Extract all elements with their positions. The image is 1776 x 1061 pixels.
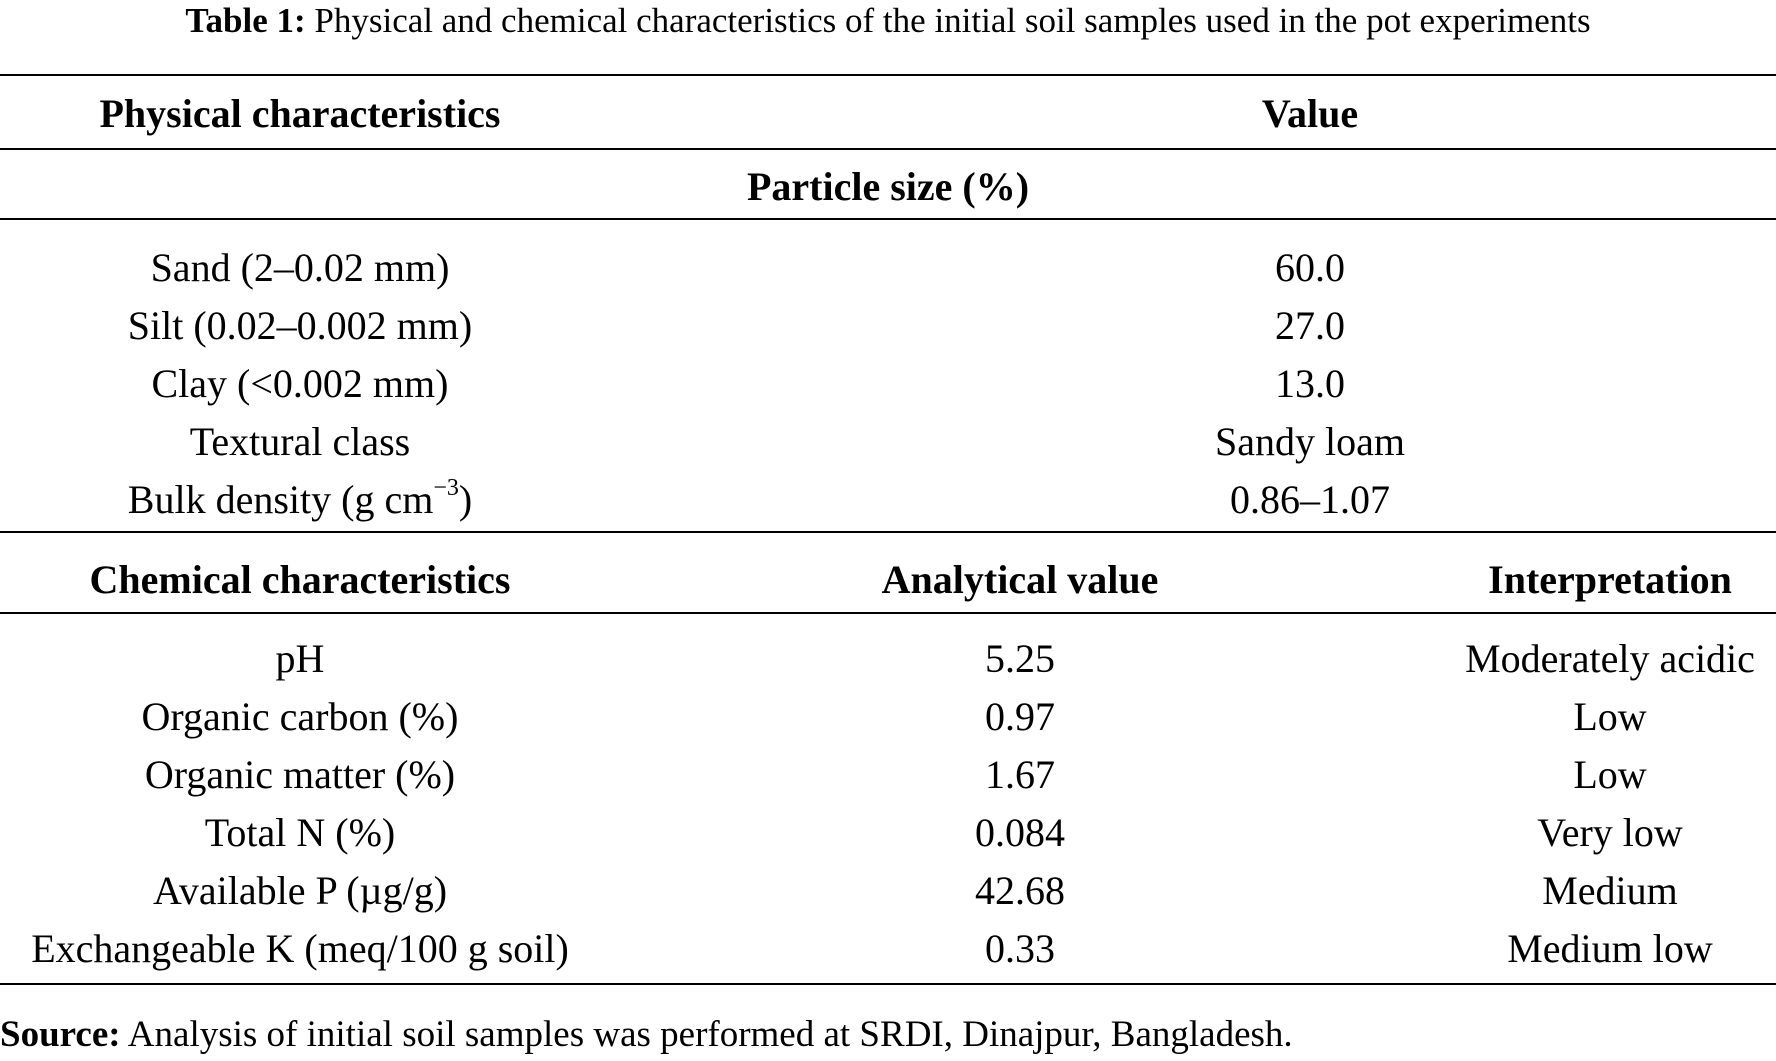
physical-row-value: 13.0 [1275,361,1345,406]
chemical-row-interpretation: Medium low [1507,926,1713,971]
chemical-row-value: 42.68 [975,868,1065,913]
chemical-header-characteristic: Chemical characteristics [89,557,511,602]
top-rule [0,74,1776,76]
chemical-row-name: pH [275,636,325,681]
physical-row-value: 0.86–1.07 [1230,477,1390,522]
physical-row-value: 60.0 [1275,245,1345,290]
physical-row-bulk-density: Bulk density (g cm−3) [0,475,600,525]
chemical-row-value: 0.33 [985,926,1055,971]
source-label: Source: [0,1014,121,1055]
chemical-row-value: 1.67 [985,752,1055,797]
chemical-row-name: Exchangeable K (meq/100 g soil) [31,926,569,971]
chemical-row-interpretation: Low [1573,752,1647,797]
physical-bottom-rule [0,531,1776,533]
physical-row-name: Silt (0.02–0.002 mm) [127,303,473,348]
caption-text: Physical and chemical characteristics of… [314,1,1591,40]
bulk-density-label: Bulk density (g cm [127,477,434,522]
source-note: Source: Analysis of initial soil samples… [0,1012,1293,1058]
physical-header-value: Value [1261,91,1359,136]
physical-row-name: Textural class [189,419,411,464]
physical-row-value: Sandy loam [1215,419,1405,464]
chemical-row-interpretation: Low [1573,694,1647,739]
physical-row-name: Sand (2–0.02 mm) [150,245,450,290]
section-rule [0,218,1776,220]
chemical-row-value: 0.97 [985,694,1055,739]
chemical-row-name: Organic carbon (%) [141,694,459,739]
physical-header-characteristic: Physical characteristics [99,91,501,136]
chemical-row-interpretation: Very low [1537,810,1683,855]
chemical-row-interpretation: Moderately acidic [1465,636,1755,681]
bottom-rule [0,983,1776,985]
chemical-header-rule [0,612,1776,614]
chemical-row-value: 0.084 [975,810,1065,855]
chemical-header-value: Analytical value [881,557,1159,602]
physical-row-name: Clay (<0.002 mm) [151,361,449,406]
chemical-row-name: Total N (%) [204,810,396,855]
bulk-density-exponent: −3 [433,475,459,501]
physical-row-value: 27.0 [1275,303,1345,348]
source-text: Analysis of initial soil samples was per… [127,1014,1293,1055]
particle-size-section: Particle size (%) [746,164,1030,209]
bulk-density-close: ) [458,477,473,522]
chemical-row-interpretation: Medium [1542,868,1678,913]
chemical-row-name: Organic matter (%) [144,752,456,797]
chemical-row-name: Available P (µg/g) [152,868,448,913]
table-caption: Table 1: Physical and chemical character… [0,0,1776,42]
chemical-header-interpretation: Interpretation [1488,557,1732,602]
caption-label: Table 1: [185,1,306,40]
chemical-row-value: 5.25 [985,636,1055,681]
header-rule [0,148,1776,150]
